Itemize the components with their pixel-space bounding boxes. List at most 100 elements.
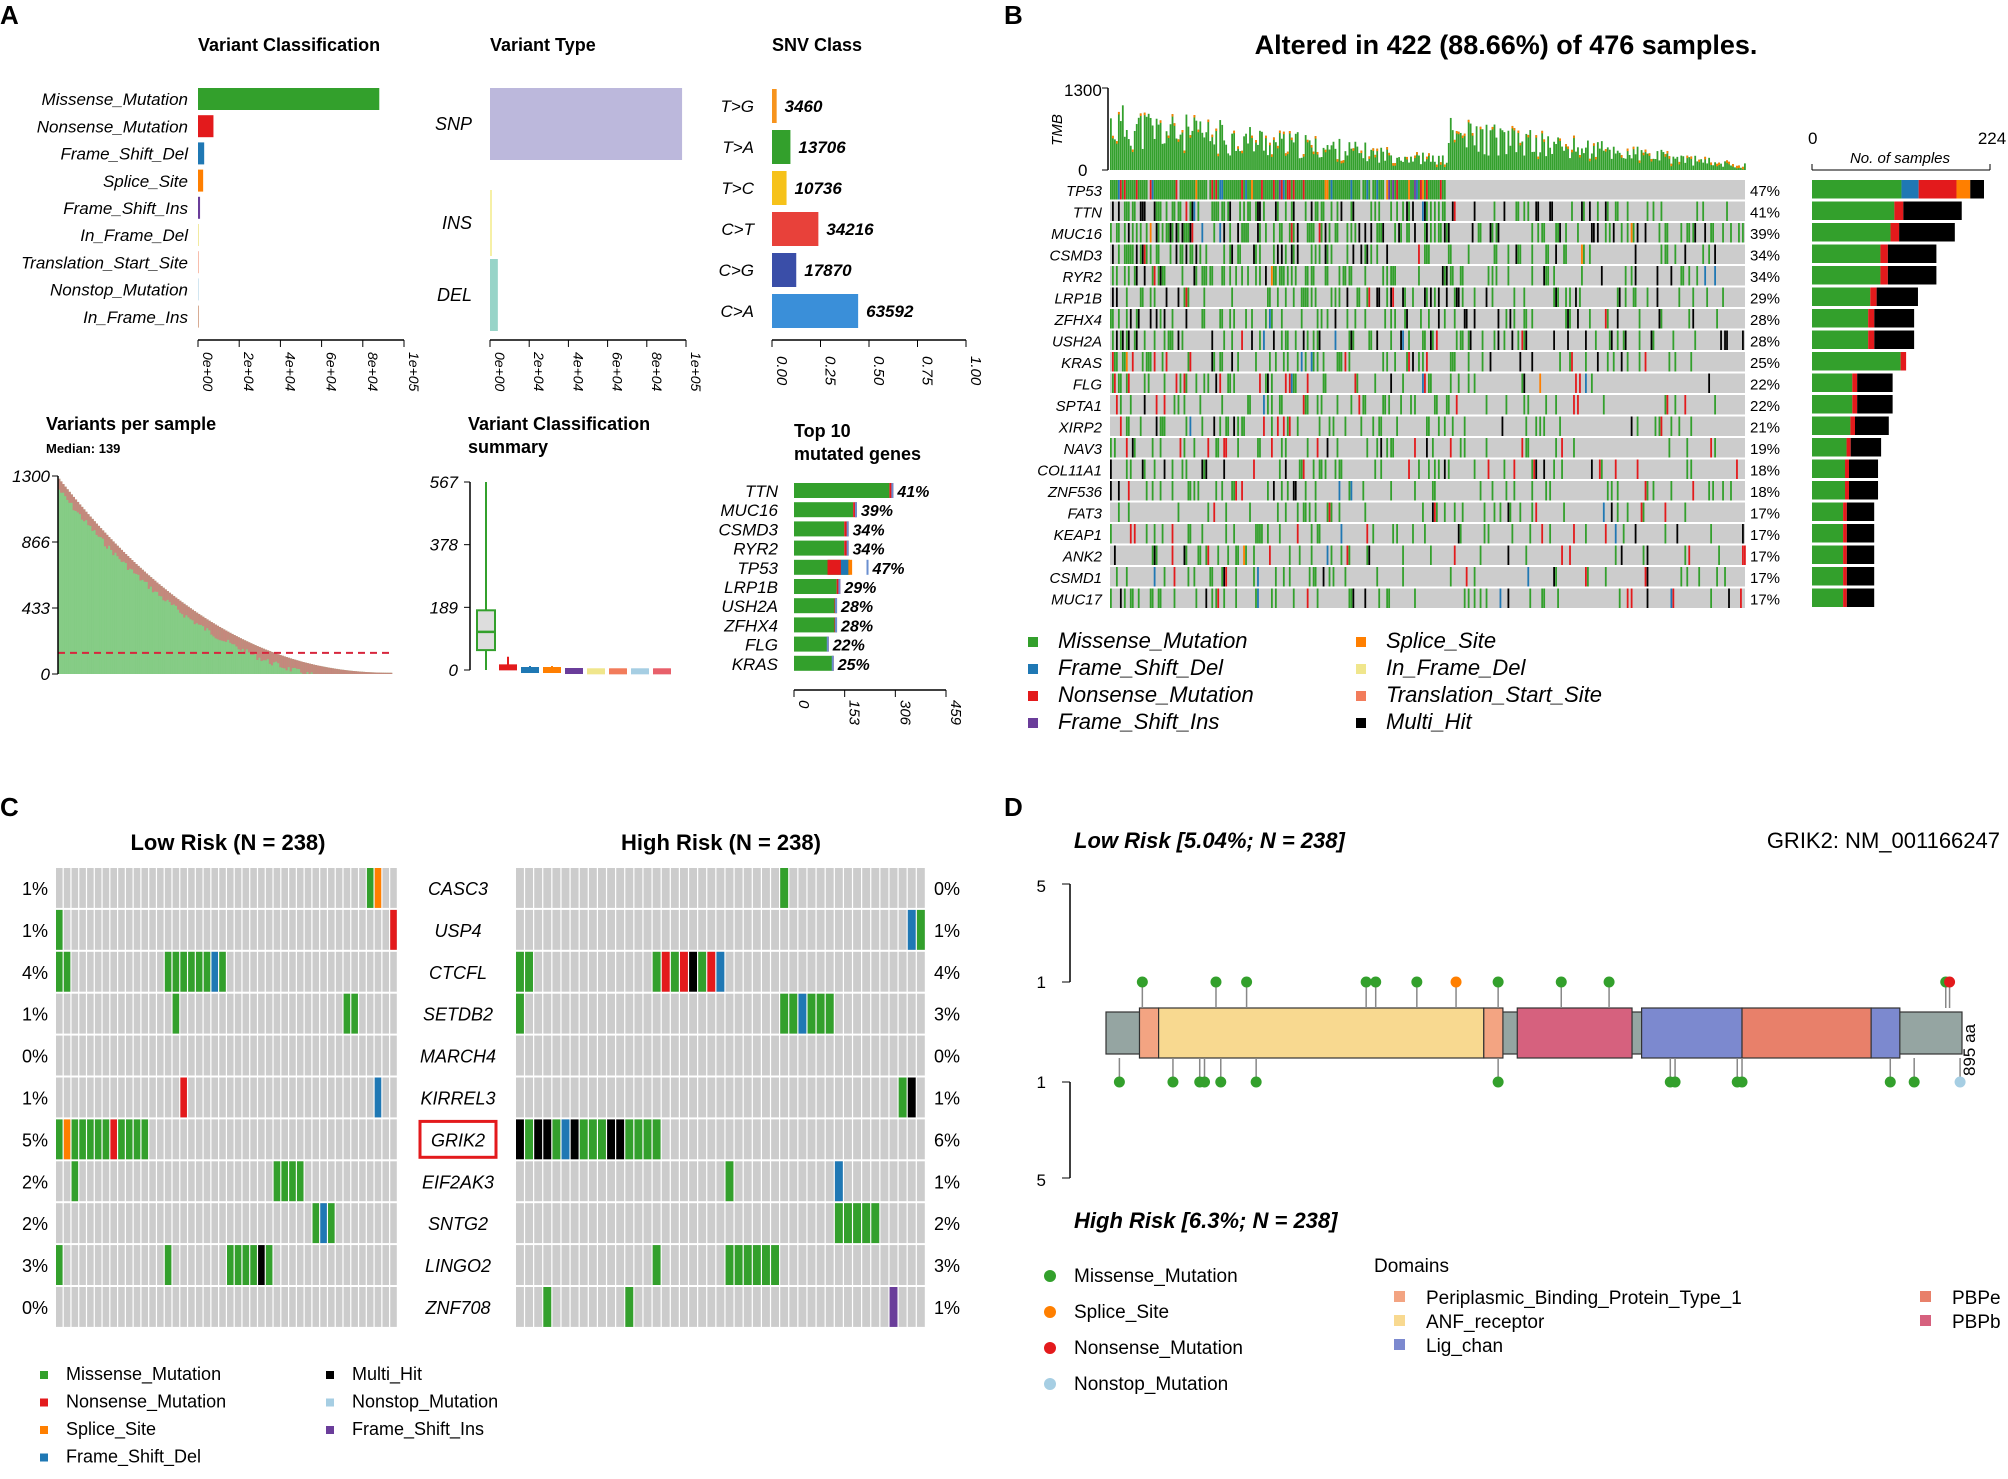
matrix-row — [1110, 331, 1745, 351]
high-cell — [798, 1036, 806, 1076]
high-cell — [698, 910, 706, 950]
low-cell — [313, 1036, 320, 1076]
matrix-cell — [1519, 352, 1521, 372]
matrix-cell — [1285, 374, 1287, 394]
matrix-cell — [1601, 460, 1603, 480]
matrix-cell — [1118, 223, 1120, 243]
matrix-cell — [1158, 223, 1160, 243]
sample-bar-top — [271, 652, 273, 665]
tmb-bar — [1667, 151, 1669, 170]
tmb-bar — [1508, 131, 1510, 170]
low-cell — [219, 1036, 226, 1076]
low-cell — [110, 1161, 117, 1201]
tmb-bar — [1317, 152, 1319, 170]
matrix-cell — [1186, 374, 1188, 394]
matrix-cell — [1128, 374, 1130, 394]
bar-splice — [848, 560, 852, 575]
tmb-bar — [1506, 154, 1508, 170]
x-tick-label: 2e+04 — [531, 351, 547, 392]
legend-swatch — [1028, 718, 1038, 728]
low-cell — [211, 1078, 218, 1118]
matrix-cell — [1120, 417, 1122, 437]
matrix-cell — [1297, 180, 1299, 200]
matrix-cell — [1311, 352, 1313, 372]
matrix-cell — [1213, 223, 1215, 243]
low-cell — [274, 1287, 281, 1327]
matrix-cell — [1350, 202, 1352, 222]
matrix-cell — [1452, 417, 1454, 437]
high-cell — [744, 1161, 752, 1201]
high-mutation-cell — [853, 1203, 861, 1243]
sample-bar-top — [334, 669, 336, 674]
percent-label: 18% — [1750, 463, 1780, 480]
tmb-bar — [1647, 154, 1649, 170]
matrix-cell — [1724, 331, 1726, 351]
tmb-bar — [1708, 158, 1710, 170]
percent-label: 17% — [1750, 527, 1780, 544]
matrix-cell — [1537, 202, 1539, 222]
matrix-cell — [1221, 352, 1223, 372]
matrix-cell — [1364, 309, 1366, 329]
matrix-cell — [1315, 481, 1317, 501]
matrix-cell — [1376, 288, 1378, 308]
matrix-cell — [1152, 589, 1154, 609]
category-label: Frame_Shift_Del — [60, 145, 189, 164]
low-cell — [79, 910, 86, 950]
low-cell — [188, 1036, 195, 1076]
data-label: 29% — [843, 580, 876, 597]
tmb-bar — [1511, 126, 1513, 170]
matrix-cell — [1553, 460, 1555, 480]
matrix-cell — [1172, 460, 1174, 480]
high-cell — [662, 1036, 670, 1076]
matrix-cell — [1285, 438, 1287, 458]
tmb-bar — [1134, 131, 1136, 170]
legend-label: Nonstop_Mutation — [1074, 1374, 1228, 1395]
high-cell — [917, 1203, 925, 1243]
matrix-cell — [1688, 266, 1690, 286]
matrix-cell — [1712, 223, 1714, 243]
low-cell — [173, 868, 180, 908]
side-bar-multi — [1970, 180, 1984, 199]
high-cell — [552, 910, 560, 950]
data-label: 63592 — [866, 302, 914, 321]
high-cell — [525, 1161, 533, 1201]
matrix-cell — [1321, 223, 1323, 243]
low-mutation-cell — [72, 1161, 79, 1201]
side-bar-missense — [1812, 481, 1845, 500]
tmb-bar — [1142, 149, 1144, 170]
matrix-cell — [1486, 589, 1488, 609]
high-cell — [735, 1036, 743, 1076]
matrix-cell — [1319, 524, 1321, 544]
tmb-bar — [1553, 142, 1555, 170]
low-cell — [382, 952, 389, 992]
sample-bar — [152, 579, 154, 674]
matrix-cell — [1635, 266, 1637, 286]
matrix-cell — [1164, 374, 1166, 394]
side-bar-multi — [1888, 245, 1937, 264]
tmb-bar — [1462, 136, 1464, 170]
matrix-cell — [1496, 245, 1498, 265]
tmb-bar — [1559, 138, 1561, 170]
matrix-cell — [1452, 202, 1454, 222]
matrix-cell — [1154, 546, 1156, 566]
matrix-cell — [1223, 202, 1225, 222]
low-cell — [289, 1119, 296, 1159]
high-cell — [680, 1287, 688, 1327]
low-cell — [313, 1119, 320, 1159]
matrix-cell — [1293, 202, 1295, 222]
matrix-cell — [1124, 180, 1126, 200]
matrix-cell — [1211, 567, 1213, 587]
high-cell — [671, 1245, 679, 1285]
legend-label: Splice_Site — [1386, 628, 1496, 653]
matrix-cell — [1213, 180, 1215, 200]
tmb-bar-top — [1462, 136, 1464, 139]
matrix-cell — [1710, 524, 1712, 544]
matrix-cell — [1370, 223, 1372, 243]
sample-bar — [114, 544, 116, 674]
high-cell — [671, 994, 679, 1034]
matrix-cell — [1545, 395, 1547, 415]
matrix-row — [1110, 503, 1745, 523]
low-cell — [266, 1036, 273, 1076]
gene-label: CTCFL — [429, 963, 487, 983]
tmb-bar — [1289, 131, 1291, 170]
